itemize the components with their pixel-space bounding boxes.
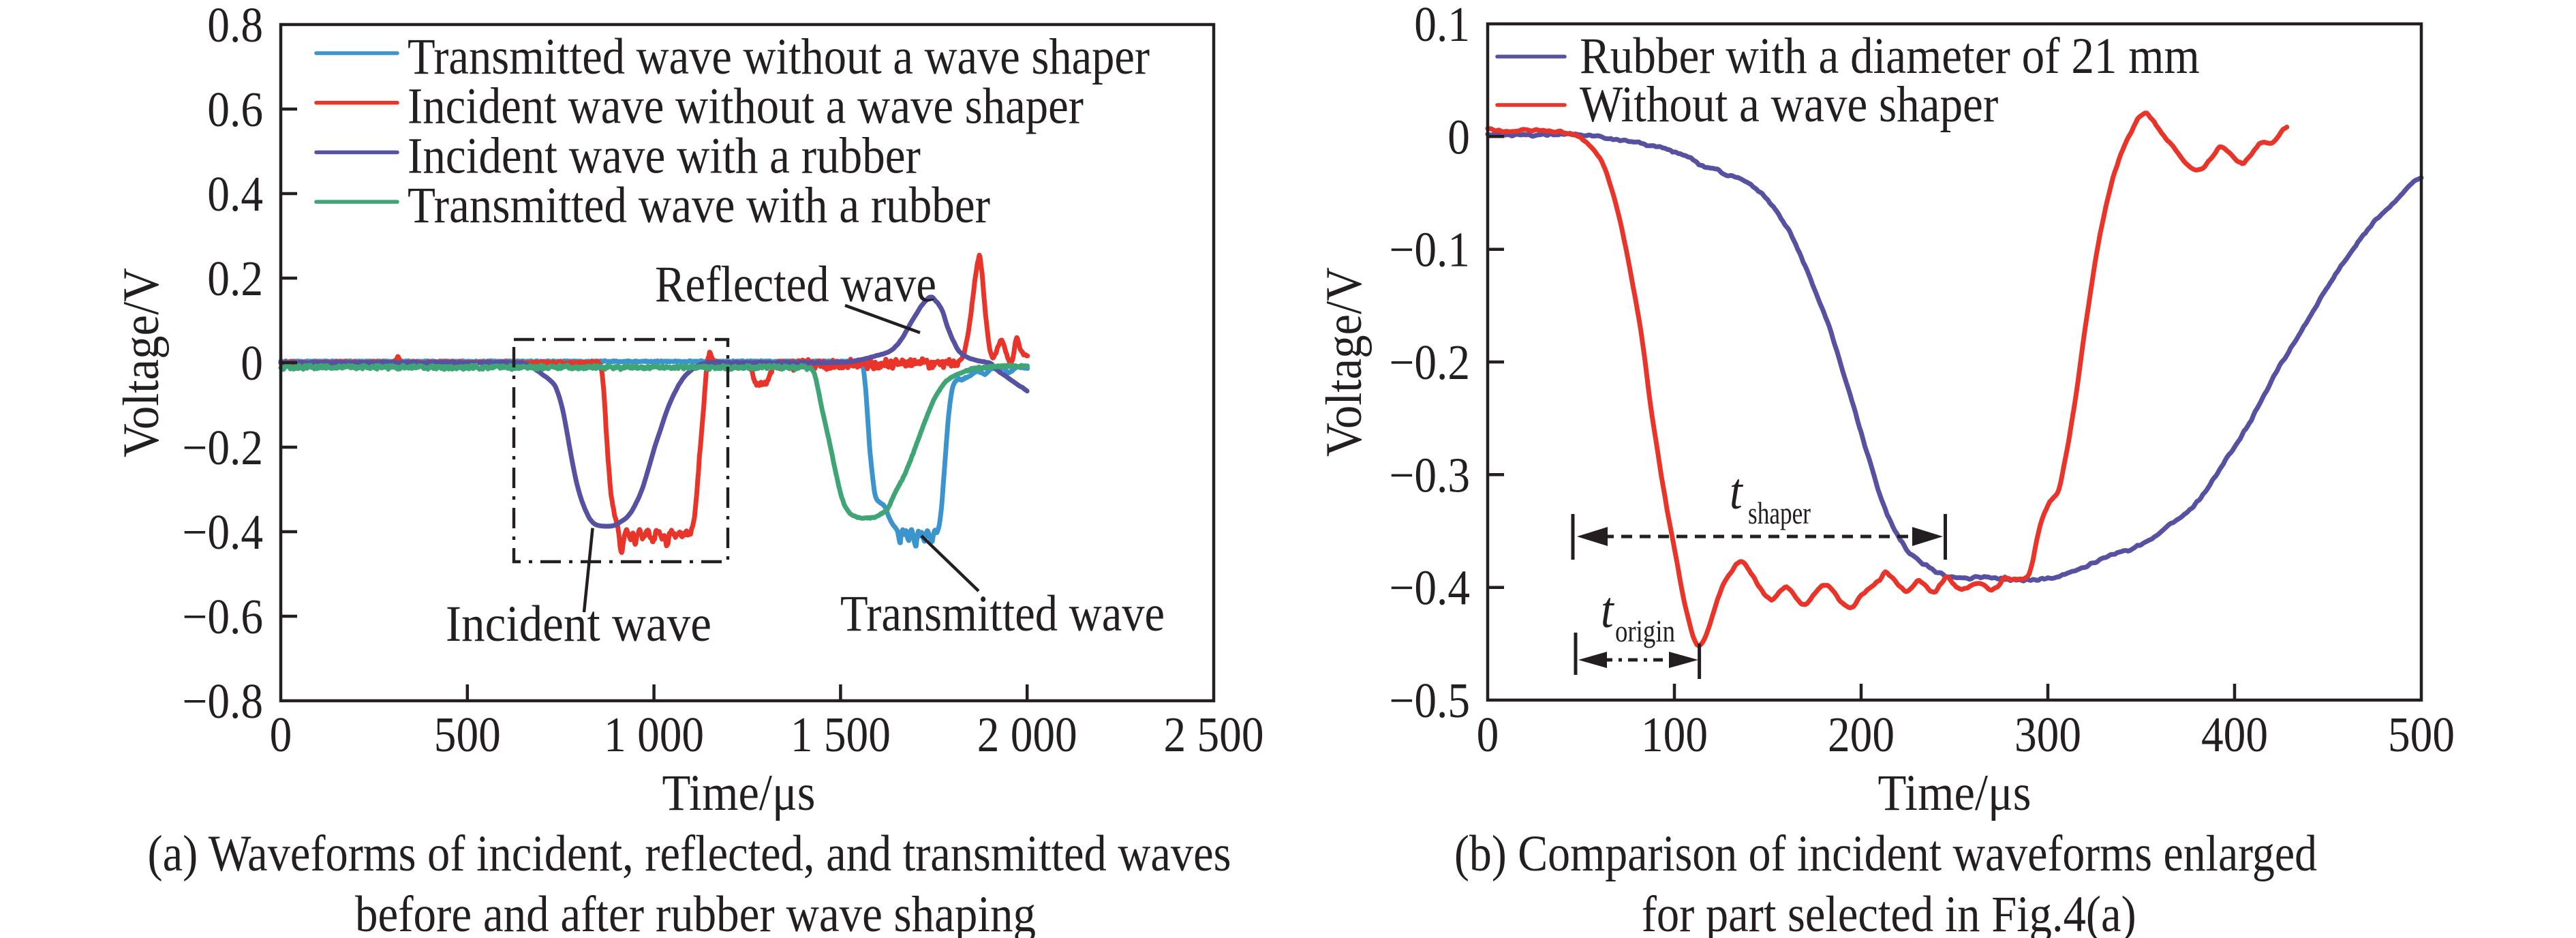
svg-text:200: 200 <box>1828 707 1895 762</box>
svg-text:400: 400 <box>2201 707 2268 762</box>
svg-text:0: 0 <box>1447 109 1470 164</box>
svg-text:0: 0 <box>1477 707 1499 762</box>
svg-text:t: t <box>1601 582 1615 639</box>
svg-text:0.4: 0.4 <box>207 166 263 222</box>
svg-text:for part selected in Fig.4(a): for part selected in Fig.4(a) <box>1642 886 2136 938</box>
svg-text:0.1: 0.1 <box>1414 0 1470 52</box>
svg-text:Voltage/V: Voltage/V <box>113 268 170 457</box>
svg-text:2 000: 2 000 <box>977 707 1077 762</box>
svg-text:0.2: 0.2 <box>207 251 263 306</box>
svg-text:(a) Waveforms of incident, ref: (a) Waveforms of incident, reflected, an… <box>148 826 1231 882</box>
svg-text:−0.4: −0.4 <box>1390 560 1471 616</box>
svg-text:Without a wave shaper: Without a wave shaper <box>1580 76 1998 133</box>
svg-text:Time/μs: Time/μs <box>1878 765 2031 821</box>
svg-text:−0.3: −0.3 <box>1390 447 1471 502</box>
svg-text:t: t <box>1730 464 1744 520</box>
svg-text:shaper: shaper <box>1748 496 1811 530</box>
svg-text:0: 0 <box>241 335 263 391</box>
svg-text:−0.1: −0.1 <box>1390 222 1471 277</box>
svg-text:Reflected wave: Reflected wave <box>655 256 936 313</box>
svg-text:Rubber with a diameter of 21 m: Rubber with a diameter of 21 mm <box>1580 28 2200 85</box>
svg-text:Transmitted wave without a wav: Transmitted wave without a wave shaper <box>408 29 1150 85</box>
svg-text:before and after rubber wave s: before and after rubber wave shaping <box>355 886 1036 938</box>
svg-text:(b) Comparison of incident wav: (b) Comparison of incident waveforms enl… <box>1454 826 2317 882</box>
svg-text:Transmitted wave: Transmitted wave <box>840 586 1165 642</box>
svg-text:0: 0 <box>270 707 292 762</box>
svg-text:−0.2: −0.2 <box>1390 335 1471 390</box>
svg-text:−0.8: −0.8 <box>183 674 264 729</box>
svg-text:2 500: 2 500 <box>1164 707 1264 762</box>
svg-text:500: 500 <box>2388 707 2455 762</box>
svg-text:−0.6: −0.6 <box>183 589 264 644</box>
svg-text:−0.4: −0.4 <box>183 504 264 560</box>
svg-text:Voltage/V: Voltage/V <box>1316 267 1373 457</box>
svg-text:500: 500 <box>434 707 501 762</box>
svg-text:Transmitted wave with a rubber: Transmitted wave with a rubber <box>408 177 990 234</box>
svg-text:0.6: 0.6 <box>207 82 263 137</box>
svg-text:300: 300 <box>2014 707 2081 762</box>
svg-text:Time/μs: Time/μs <box>662 765 816 821</box>
svg-text:Incident wave without a wave s: Incident wave without a wave shaper <box>408 78 1084 135</box>
svg-text:0.8: 0.8 <box>207 0 263 52</box>
svg-text:Incident wave with a rubber: Incident wave with a rubber <box>408 127 921 184</box>
svg-text:100: 100 <box>1641 707 1708 762</box>
svg-text:−0.2: −0.2 <box>183 420 264 475</box>
svg-text:1 500: 1 500 <box>791 707 891 762</box>
svg-text:1 000: 1 000 <box>604 707 704 762</box>
svg-text:Incident wave: Incident wave <box>446 596 711 652</box>
svg-text:−0.5: −0.5 <box>1390 673 1471 728</box>
svg-text:origin: origin <box>1615 614 1675 648</box>
